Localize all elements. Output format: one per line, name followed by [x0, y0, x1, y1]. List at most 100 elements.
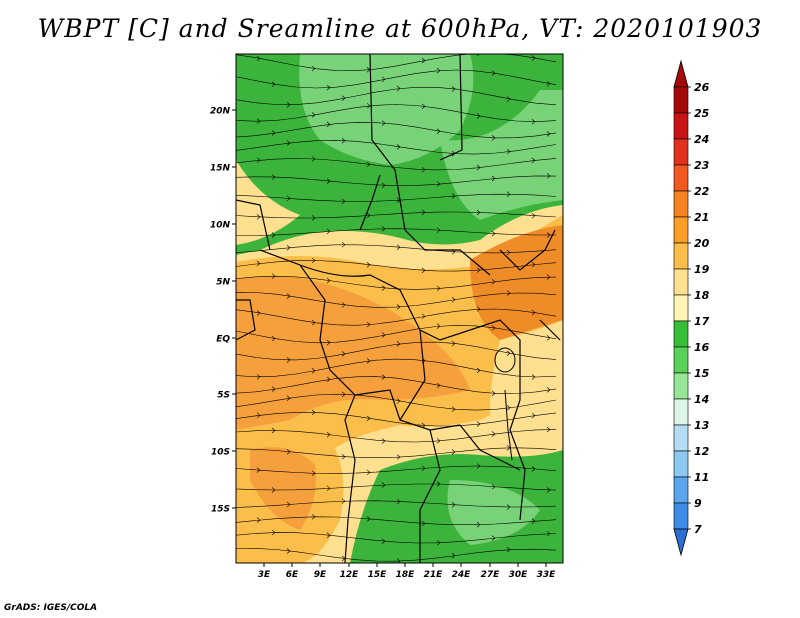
streamline-arrow	[271, 427, 276, 434]
streamline-arrow	[271, 335, 276, 342]
streamline-arrow	[491, 431, 496, 437]
streamline-arrow	[326, 228, 331, 235]
streamline	[236, 69, 557, 89]
streamline	[236, 228, 557, 236]
streamline-arrow	[381, 120, 386, 126]
streamline-arrow	[381, 332, 386, 338]
streamline-arrow	[451, 502, 456, 508]
streamline-arrow	[396, 244, 401, 250]
streamline-arrow	[286, 102, 291, 108]
streamline-arrow	[476, 164, 481, 171]
streamline-arrow	[271, 386, 276, 392]
streamline-arrow	[546, 487, 551, 493]
streamline	[236, 393, 557, 411]
colorbar-bin	[673, 190, 689, 218]
streamline-arrow	[491, 175, 496, 182]
streamline-arrow	[476, 54, 480, 57]
streamline-arrow	[381, 538, 386, 544]
streamline	[236, 325, 557, 344]
streamline-arrow	[476, 306, 481, 312]
country-border	[399, 329, 426, 421]
streamline-arrow	[326, 339, 331, 346]
streamline-arrow	[421, 57, 426, 64]
streamline-arrow	[436, 181, 441, 187]
streamline-arrow	[311, 367, 316, 374]
streamline-arrow	[366, 516, 371, 522]
lon-label: 18E	[396, 570, 416, 580]
streamline-arrow	[286, 195, 291, 202]
country-border	[236, 199, 271, 251]
wbpt-east-yellow	[490, 320, 563, 464]
streamline-arrow	[311, 215, 316, 221]
streamline-arrow	[256, 214, 261, 220]
colorbar-bin	[673, 216, 689, 244]
streamline-arrow	[476, 463, 481, 469]
lat-label: 15S	[211, 505, 230, 515]
lon-label: 15E	[368, 570, 388, 580]
streamline-arrow	[366, 469, 371, 476]
streamline-arrow	[491, 135, 496, 141]
colorbar-bin	[673, 294, 689, 322]
country-border	[359, 174, 381, 231]
streamline-arrow	[271, 487, 276, 493]
streamline-arrow	[451, 552, 456, 559]
streamline-arrow	[256, 157, 261, 164]
streamline-arrow	[366, 358, 371, 364]
country-border	[469, 319, 526, 521]
streamline-arrow	[286, 501, 291, 508]
streamline-arrow	[421, 313, 426, 320]
streamline-arrow	[491, 325, 496, 331]
streamline-arrow	[311, 470, 316, 477]
streamline-arrow	[396, 144, 401, 150]
country-border	[236, 299, 256, 341]
streamline-arrow	[311, 514, 316, 520]
streamline-arrow	[341, 351, 346, 357]
streamline	[236, 139, 557, 155]
streamline-arrow	[436, 67, 441, 74]
streamline-arrow	[506, 546, 511, 553]
country-border	[259, 249, 356, 563]
streamline-arrow	[436, 539, 441, 546]
streamline-arrow	[256, 55, 261, 62]
streamline-arrow	[341, 454, 346, 460]
streamline-arrow	[531, 157, 536, 164]
streamline-arrow	[421, 267, 426, 274]
country-border	[369, 54, 491, 276]
country-border	[459, 424, 521, 471]
streamline-arrow	[366, 415, 371, 422]
streamline-arrow	[451, 340, 456, 347]
streamline-arrow	[476, 421, 481, 427]
streamline-arrow	[531, 261, 536, 268]
colorbar-bin	[673, 398, 689, 426]
streamline-arrow	[546, 387, 551, 393]
streamline-arrow	[476, 521, 481, 528]
streamline-arrow	[286, 449, 291, 455]
lat-label: 10S	[211, 448, 230, 458]
streamline-arrow	[546, 80, 551, 87]
map-frame	[235, 53, 564, 564]
streamline-arrow	[451, 406, 456, 412]
wbpt-center-deep	[236, 276, 470, 430]
streamline-arrow	[366, 321, 371, 328]
chart-title: WBPT [C] and Sreamline at 600hPa, VT: 20…	[37, 14, 763, 43]
lat-label: 15N	[210, 164, 231, 174]
colorbar-label: 14	[694, 393, 709, 406]
colorbar-bin	[673, 86, 689, 114]
streamline	[236, 500, 557, 508]
colorbar-label: 21	[694, 211, 709, 224]
colorbar-bin	[673, 242, 689, 270]
streamline-arrow	[341, 302, 346, 308]
streamline-arrow	[271, 232, 276, 238]
streamline	[236, 193, 557, 202]
streamline	[236, 291, 557, 308]
streamline-arrow	[366, 261, 371, 268]
colorbar-label: 7	[694, 523, 702, 536]
streamline-arrow	[546, 335, 551, 341]
colorbar-label: 13	[694, 419, 710, 432]
colorbar-label: 19	[694, 263, 710, 276]
streamline	[236, 429, 557, 443]
streamline-arrow	[381, 482, 386, 488]
lat-label: 5N	[216, 278, 230, 288]
colorbar-bottom-arrow	[673, 528, 689, 557]
